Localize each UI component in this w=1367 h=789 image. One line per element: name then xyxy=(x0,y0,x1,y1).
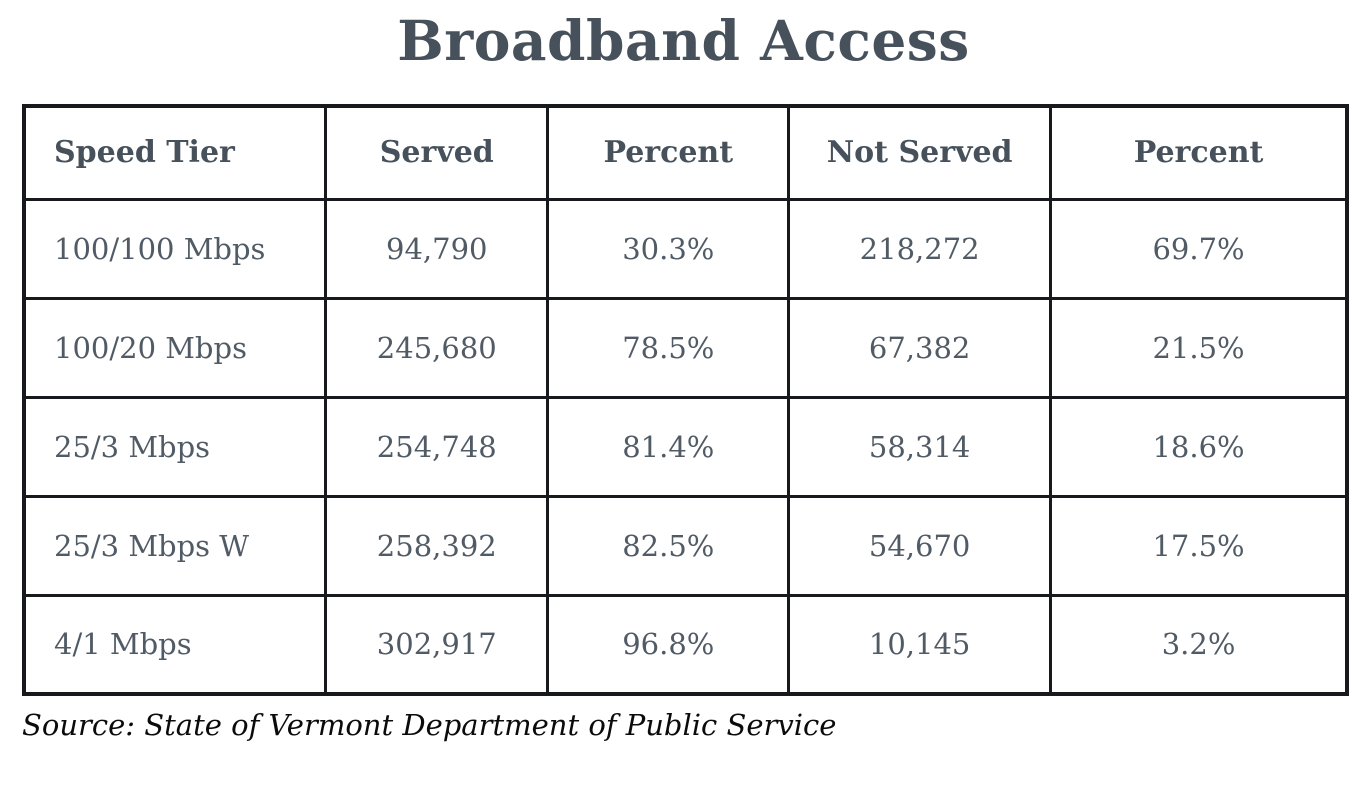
value-cell: 54,670 xyxy=(787,494,1053,597)
speed-tier-cell: 25/3 Mbps xyxy=(22,395,328,498)
value-cell: 17.5% xyxy=(1049,494,1349,597)
value-cell: 78.5% xyxy=(546,296,791,399)
speed-tier-cell: 100/20 Mbps xyxy=(22,296,328,399)
speed-tier-cell: 100/100 Mbps xyxy=(22,197,328,300)
table-header: Speed Tier Served Percent Not Served Percent xyxy=(22,104,1349,201)
header-cell-speed-tier: Speed Tier xyxy=(22,104,328,201)
table-row: 25/3 Mbps W 258,392 82.5% 54,670 17.5% xyxy=(22,494,1349,597)
table-row: 100/100 Mbps 94,790 30.3% 218,272 69.7% xyxy=(22,197,1349,300)
broadband-access-table: Speed Tier Served Percent Not Served Percent… xyxy=(22,104,1349,696)
value-cell: 69.7% xyxy=(1049,197,1349,300)
value-cell: 258,392 xyxy=(324,494,550,597)
value-cell: 302,917 xyxy=(324,593,550,696)
value-cell: 30.3% xyxy=(546,197,791,300)
value-cell: 96.8% xyxy=(546,593,791,696)
value-cell: 218,272 xyxy=(787,197,1053,300)
source-caption: Source: State of Vermont Department of P… xyxy=(22,708,837,742)
speed-tier-cell: 4/1 Mbps xyxy=(22,593,328,696)
table-row: 100/20 Mbps 245,680 78.5% 67,382 21.5% xyxy=(22,296,1349,399)
table-row: 4/1 Mbps 302,917 96.8% 10,145 3.2% xyxy=(22,593,1349,696)
header-cell-not-served: Not Served xyxy=(787,104,1053,201)
header-row: Speed Tier Served Percent Not Served Percent xyxy=(22,104,1349,201)
page-title: Broadband Access xyxy=(397,8,970,73)
table-body: 100/100 Mbps 94,790 30.3% 218,272 69.7% 100/2… xyxy=(22,197,1349,696)
value-cell: 10,145 xyxy=(787,593,1053,696)
value-cell: 81.4% xyxy=(546,395,791,498)
value-cell: 82.5% xyxy=(546,494,791,597)
table-row: 25/3 Mbps 254,748 81.4% 58,314 18.6% xyxy=(22,395,1349,498)
header-cell-percent: Percent xyxy=(1049,104,1349,201)
value-cell: 21.5% xyxy=(1049,296,1349,399)
value-cell: 245,680 xyxy=(324,296,550,399)
value-cell: 94,790 xyxy=(324,197,550,300)
value-cell: 18.6% xyxy=(1049,395,1349,498)
value-cell: 3.2% xyxy=(1049,593,1349,696)
header-cell-served: Served xyxy=(324,104,550,201)
header-cell-percent: Percent xyxy=(546,104,791,201)
value-cell: 58,314 xyxy=(787,395,1053,498)
value-cell: 67,382 xyxy=(787,296,1053,399)
speed-tier-cell: 25/3 Mbps W xyxy=(22,494,328,597)
value-cell: 254,748 xyxy=(324,395,550,498)
